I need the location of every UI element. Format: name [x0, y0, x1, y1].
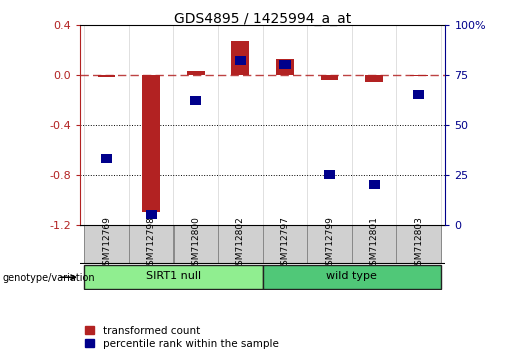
- Bar: [231, 41, 249, 75]
- Bar: [413, 90, 424, 99]
- FancyBboxPatch shape: [307, 225, 352, 263]
- FancyBboxPatch shape: [263, 265, 441, 289]
- Bar: [321, 75, 338, 80]
- Text: wild type: wild type: [327, 272, 377, 281]
- Bar: [187, 71, 204, 75]
- FancyBboxPatch shape: [397, 225, 441, 263]
- Bar: [324, 170, 335, 179]
- Bar: [276, 58, 294, 75]
- Text: GSM712801: GSM712801: [370, 216, 379, 271]
- Text: GSM712798: GSM712798: [147, 216, 156, 271]
- Text: SIRT1 null: SIRT1 null: [146, 272, 201, 281]
- Bar: [142, 75, 160, 212]
- Text: GSM712797: GSM712797: [281, 216, 289, 271]
- Text: GSM712799: GSM712799: [325, 216, 334, 271]
- FancyBboxPatch shape: [263, 225, 307, 263]
- Bar: [369, 180, 380, 189]
- Text: GSM712769: GSM712769: [102, 216, 111, 271]
- Bar: [190, 96, 201, 105]
- Text: GSM712803: GSM712803: [414, 216, 423, 271]
- Text: GSM712800: GSM712800: [191, 216, 200, 271]
- Bar: [146, 210, 157, 219]
- Bar: [279, 60, 290, 69]
- Text: GSM712802: GSM712802: [236, 216, 245, 271]
- Bar: [101, 154, 112, 163]
- Legend: transformed count, percentile rank within the sample: transformed count, percentile rank withi…: [85, 326, 279, 349]
- Text: genotype/variation: genotype/variation: [3, 273, 95, 283]
- FancyBboxPatch shape: [174, 225, 218, 263]
- Bar: [365, 75, 383, 82]
- FancyBboxPatch shape: [129, 225, 174, 263]
- FancyBboxPatch shape: [84, 265, 263, 289]
- Bar: [235, 56, 246, 65]
- FancyBboxPatch shape: [352, 225, 397, 263]
- Bar: [98, 75, 115, 77]
- Text: GDS4895 / 1425994_a_at: GDS4895 / 1425994_a_at: [174, 12, 351, 27]
- FancyBboxPatch shape: [84, 225, 129, 263]
- Bar: [410, 75, 427, 76]
- FancyBboxPatch shape: [218, 225, 263, 263]
